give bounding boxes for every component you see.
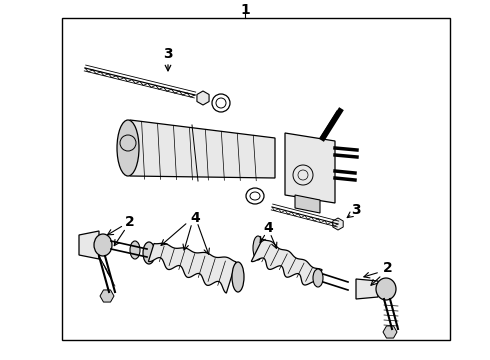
- Text: 2: 2: [383, 261, 393, 275]
- Polygon shape: [295, 195, 320, 213]
- Polygon shape: [100, 290, 114, 302]
- Ellipse shape: [130, 241, 140, 259]
- Ellipse shape: [313, 269, 323, 287]
- Text: 1: 1: [240, 3, 250, 17]
- Ellipse shape: [117, 120, 139, 176]
- Text: 2: 2: [125, 215, 135, 229]
- Polygon shape: [130, 120, 275, 178]
- Ellipse shape: [232, 262, 244, 292]
- Text: 3: 3: [351, 203, 361, 217]
- Polygon shape: [356, 279, 378, 299]
- Text: 4: 4: [190, 211, 200, 225]
- Text: 3: 3: [163, 47, 173, 61]
- Polygon shape: [333, 218, 343, 230]
- Polygon shape: [79, 231, 99, 259]
- Polygon shape: [383, 326, 397, 338]
- Ellipse shape: [143, 242, 155, 264]
- Polygon shape: [285, 133, 335, 203]
- Polygon shape: [148, 243, 236, 293]
- Ellipse shape: [376, 278, 396, 300]
- Polygon shape: [197, 91, 209, 105]
- Polygon shape: [251, 239, 322, 285]
- Ellipse shape: [94, 234, 112, 256]
- Ellipse shape: [253, 236, 263, 260]
- Text: 4: 4: [263, 221, 273, 235]
